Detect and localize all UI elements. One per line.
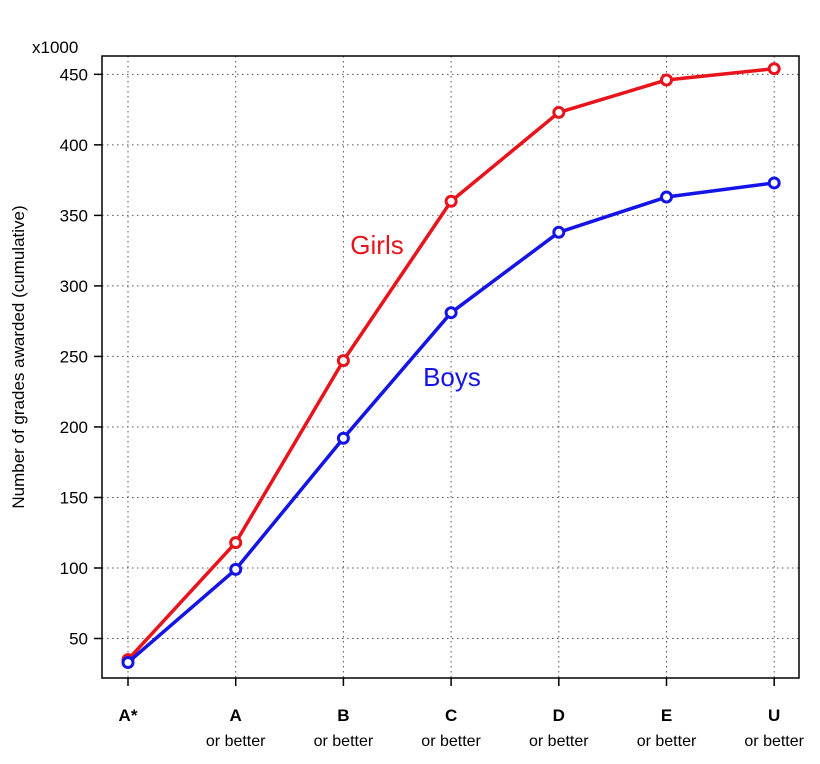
boys-series-label: Boys [423, 362, 481, 392]
boys-point [121, 655, 135, 669]
x-category-sublabel: or better [637, 733, 697, 750]
x-category-label: A* [119, 706, 138, 725]
y-tick-label: 400 [60, 136, 88, 155]
y-tick-label: 250 [60, 347, 88, 366]
y-tick-label: 100 [60, 559, 88, 578]
y-tick-label: 350 [60, 206, 88, 225]
girls-point [229, 536, 243, 550]
y-multiplier-label: x1000 [32, 38, 78, 57]
y-tick-label: 150 [60, 488, 88, 507]
boys-point [336, 431, 350, 445]
y-tick-label: 200 [60, 418, 88, 437]
girls-point [444, 194, 458, 208]
boys-point [229, 562, 243, 576]
boys-point [660, 190, 673, 204]
x-category-sublabel: or better [529, 733, 589, 750]
axes: 50 100 150 200 250 300 350 400 450 A* Aor better Bo… [60, 65, 805, 750]
x-category-label: E [661, 706, 672, 725]
y-axis-title: Number of grades awarded (cumulative) [9, 205, 28, 508]
girls-point [767, 62, 781, 76]
series: Girls Boys [121, 62, 781, 669]
boys-point [552, 225, 566, 239]
x-category-sublabel: or better [206, 733, 266, 750]
y-tick-label: 50 [69, 630, 88, 649]
x-category-sublabel: or better [744, 733, 804, 750]
x-category-label: A [230, 706, 242, 725]
girls-point [552, 105, 566, 119]
x-category-label: U [768, 706, 780, 725]
boys-point [767, 176, 781, 190]
y-tick-label: 300 [60, 277, 88, 296]
girls-point [336, 354, 350, 368]
grid [102, 56, 799, 678]
x-category-label: D [553, 706, 565, 725]
x-category-label: C [445, 706, 457, 725]
girls-series-label: Girls [350, 230, 403, 260]
y-tick-label: 450 [60, 65, 88, 84]
x-category-label: B [337, 706, 349, 725]
boys-point [444, 306, 458, 320]
x-category-sublabel: or better [421, 733, 481, 750]
girls-point [660, 73, 673, 87]
x-category-sublabel: or better [314, 733, 374, 750]
